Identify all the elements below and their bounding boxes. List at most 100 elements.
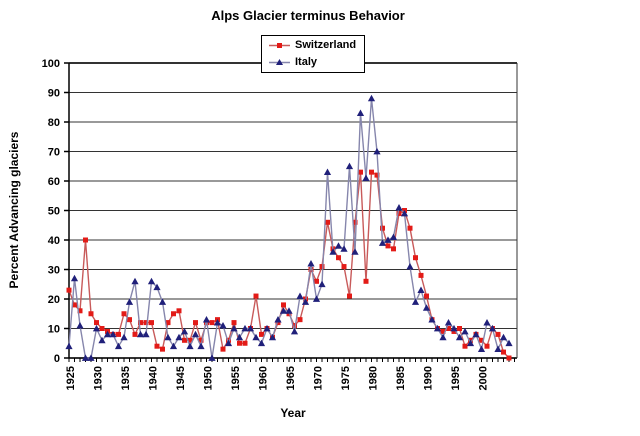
marker-italy [307,260,315,267]
marker-switzerland [308,267,314,272]
marker-italy [505,339,513,347]
marker-italy [499,333,508,341]
legend-item-italy: Italy [269,55,364,71]
y-tick-label: 80 [48,117,60,129]
marker-italy [406,262,414,270]
x-tick-label: 1965 [285,366,297,390]
marker-switzerland [407,225,413,231]
legend: Switzerland Italy [261,35,365,73]
marker-italy [378,239,387,246]
marker-switzerland [198,337,204,343]
marker-switzerland [231,320,237,326]
x-tick-label: 1950 [203,366,215,390]
y-tick-label: 40 [48,235,60,247]
marker-italy [153,283,161,291]
chart-title: Alps Glacier terminus Behavior [211,8,405,23]
marker-italy [125,298,134,305]
marker-italy [279,307,288,314]
marker-switzerland [369,169,374,175]
marker-switzerland [165,320,171,326]
marker-switzerland [363,278,369,284]
marker-italy [301,298,310,305]
marker-italy [180,327,189,335]
y-tick-label: 20 [48,294,60,306]
marker-italy [120,333,128,341]
marker-italy [70,274,79,282]
x-tick-label: 1990 [423,366,435,390]
marker-italy [164,333,172,341]
marker-italy [252,333,260,341]
marker-switzerland [171,311,176,317]
marker-italy [65,342,73,350]
marker-italy [345,162,354,170]
x-axis-title: Year [280,406,306,420]
marker-italy [208,354,216,361]
legend-marker-switzerland-icon [269,43,290,48]
marker-italy [395,203,403,211]
marker-italy [114,342,123,350]
x-tick-label: 1995 [450,366,462,390]
marker-switzerland [160,346,165,352]
x-tick-label: 2000 [478,366,490,390]
marker-switzerland [143,320,149,326]
marker-switzerland [495,331,501,337]
series-line-italy [68,98,510,359]
marker-italy [351,248,359,255]
marker-italy [103,330,112,338]
legend-label-switzerland: Switzerland [295,39,357,51]
marker-switzerland [314,278,319,284]
marker-switzerland [462,343,468,349]
marker-italy [384,236,392,243]
marker-switzerland [336,255,341,261]
marker-switzerland [286,311,292,317]
marker-switzerland [77,308,83,314]
marker-switzerland [237,340,242,346]
marker-italy [318,280,326,288]
marker-switzerland [506,355,512,361]
marker-italy [76,321,84,329]
marker-switzerland [94,320,99,326]
marker-switzerland [149,320,154,326]
marker-italy [290,327,299,335]
marker-switzerland [281,302,286,308]
marker-switzerland [187,337,193,343]
marker-switzerland [127,317,132,323]
marker-switzerland [396,210,402,216]
marker-switzerland [457,326,462,331]
marker-italy [417,286,425,294]
marker-italy [433,324,442,332]
y-tick-label: 70 [48,147,60,159]
y-tick-label: 50 [48,206,60,218]
marker-italy [246,324,255,332]
y-tick-label: 90 [48,88,60,100]
marker-switzerland [193,320,198,326]
marker-switzerland [176,308,182,314]
marker-switzerland [292,323,297,329]
marker-switzerland [451,328,457,334]
marker-italy [444,319,453,326]
marker-switzerland [297,317,303,323]
marker-switzerland [259,331,264,337]
marker-italy [191,330,200,338]
marker-italy [235,333,244,341]
marker-italy [136,330,145,338]
marker-italy [263,324,271,332]
marker-italy [202,316,211,323]
marker-italy [274,316,282,323]
marker-italy [285,307,293,314]
marker-switzerland [341,264,347,270]
marker-switzerland [352,219,358,225]
marker-switzerland [418,272,424,278]
marker-italy [472,330,480,338]
marker-italy [356,109,365,117]
marker-italy [109,330,117,338]
marker-italy [296,292,304,299]
marker-italy [367,94,376,102]
marker-switzerland [380,225,385,231]
marker-switzerland [484,343,490,349]
marker-italy [197,342,205,350]
marker-italy [334,242,343,249]
marker-switzerland [132,331,138,337]
